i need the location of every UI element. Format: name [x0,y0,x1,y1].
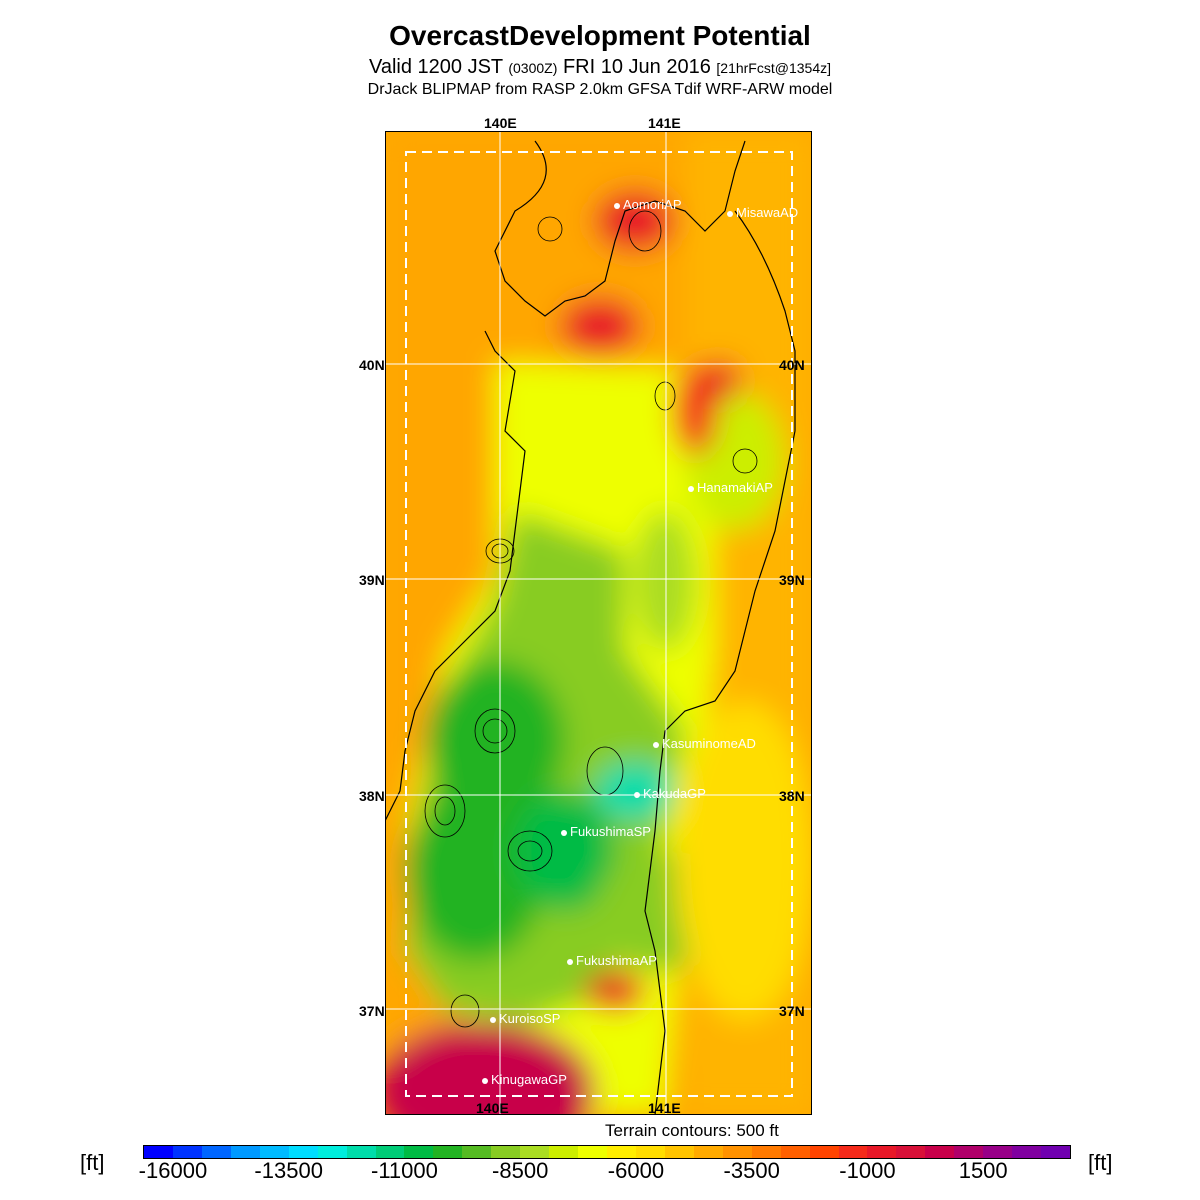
lat-label-39n-right: 39N [779,572,805,588]
colorbar-swatch [896,1146,926,1158]
lon-label-141e-bottom: 141E [648,1100,681,1116]
station-label: KasuminomeAD [662,736,756,751]
colorbar-swatch [144,1146,173,1158]
lon-label-140e-bottom: 140E [476,1100,509,1116]
colorbar-swatch [780,1146,810,1158]
lat-label-38n-right: 38N [779,788,805,804]
valid-time: Valid 1200 JST (0300Z) FRI 10 Jun 2016 [… [0,56,1200,79]
colorbar-swatch [259,1146,289,1158]
terrain-contours-note: Terrain contours: 500 ft [605,1121,779,1140]
station-kuroisosp: KuroisoSP [490,1011,560,1026]
station-label: FukushimaAP [576,953,657,968]
station-dot-icon [727,210,733,217]
colorbar-swatch [317,1146,347,1158]
colorbar-unit-right: [ft] [1088,1150,1113,1175]
colorbar-swatch [664,1146,694,1158]
station-label: AomoriAP [623,197,682,212]
colorbar-swatch [751,1146,781,1158]
colorbar-swatch [375,1146,405,1158]
lat-label-40n-right: 40N [779,357,805,373]
model-subtitle: DrJack BLIPMAP from RASP 2.0km GFSA Tdif… [367,81,833,98]
colorbar-tick-label: -13500 [254,1158,323,1183]
colorbar-swatch [722,1146,752,1158]
station-dot-icon [614,202,620,209]
colorbar-swatch [172,1146,202,1158]
colorbar-swatch [433,1146,463,1158]
colorbar-swatch [549,1146,579,1158]
station-kinugawagp: KinugawaGP [482,1072,567,1087]
colorbar-swatch [1041,1146,1070,1158]
colorbar-swatch [230,1146,260,1158]
station-label: KakudaGP [643,786,706,801]
lat-label-37n-left: 37N [359,1003,385,1019]
colorbar-swatch [693,1146,723,1158]
chart-title: OvercastDevelopment Potential [389,20,811,51]
graticule [385,131,812,1115]
station-fukushimaap: FukushimaAP [567,953,657,968]
colorbar-swatch [607,1146,636,1158]
colorbar-swatch [635,1146,665,1158]
lon-label-141e-top: 141E [648,115,681,131]
colorbar-swatch [520,1146,550,1158]
station-dot-icon [482,1077,488,1084]
colorbar-swatch [578,1146,607,1158]
station-kakudagp: KakudaGP [634,786,706,801]
forecast-info: [21hrFcst@1354z] [716,60,831,76]
valid-utc: (0300Z) [508,60,558,76]
colorbar-swatch [809,1146,839,1158]
lat-label-38n-left: 38N [359,788,385,804]
colorbar-tick-label: -1000 [839,1158,896,1183]
colorbar-swatch [867,1146,897,1158]
colorbar-swatch [983,1146,1013,1158]
map-field [385,131,812,1115]
station-dot-icon [653,741,659,748]
colorbar-tick-label: -6000 [607,1158,665,1183]
colorbar-swatch [201,1146,231,1158]
station-dot-icon [567,958,573,965]
station-dot-icon [561,829,567,836]
colorbar-swatch [1012,1146,1042,1158]
shading-field [385,131,812,1115]
colorbar-labels: -16000 -13500 -11000 -8500 -6000 -3500 -1000 15… [139,1158,1070,1188]
lon-label-140e-top: 140E [484,115,517,131]
station-hanamakiap: HanamakiAP [688,480,773,495]
colorbar-tick-label: -16000 [138,1158,208,1183]
station-fukushimasp: FukushimaSP [561,824,651,839]
station-kasuminomead: KasuminomeAD [653,736,756,751]
colorbar-swatch [462,1146,492,1158]
colorbar-swatch [404,1146,434,1158]
map-panel [385,131,812,1115]
station-dot-icon [634,791,640,798]
domain-boundary [405,151,793,1097]
colorbar-swatch [925,1146,955,1158]
colorbar [143,1145,1071,1159]
colorbar-swatch [954,1146,984,1158]
map-frame [385,131,812,1115]
colorbar-tick-label: -8500 [492,1158,549,1183]
station-misawaad: MisawaAD [727,205,798,220]
valid-date: FRI 10 Jun 2016 [562,56,711,78]
lat-label-37n-right: 37N [779,1003,805,1019]
valid-main: Valid 1200 JST [369,56,503,78]
station-label: KuroisoSP [499,1011,561,1026]
station-label: HanamakiAP [697,480,773,495]
lat-label-39n-left: 39N [359,572,385,588]
station-label: FukushimaSP [570,824,651,839]
colorbar-tick-label: 1500 [958,1158,1008,1183]
lat-label-40n-left: 40N [359,357,385,373]
station-aomoriap: AomoriAP [614,197,682,212]
colorbar-swatch [838,1146,868,1158]
station-label: KinugawaGP [491,1072,567,1087]
colorbar-swatch [288,1146,318,1158]
station-dot-icon [490,1016,496,1023]
colorbar-swatch [346,1146,376,1158]
colorbar-tick-label: -3500 [723,1158,780,1183]
colorbar-tick-label: -11000 [371,1158,438,1183]
station-label: MisawaAD [736,205,799,220]
colorbar-unit-left: [ft] [80,1150,105,1175]
station-dot-icon [688,485,694,492]
colorbar-swatch [491,1146,521,1158]
